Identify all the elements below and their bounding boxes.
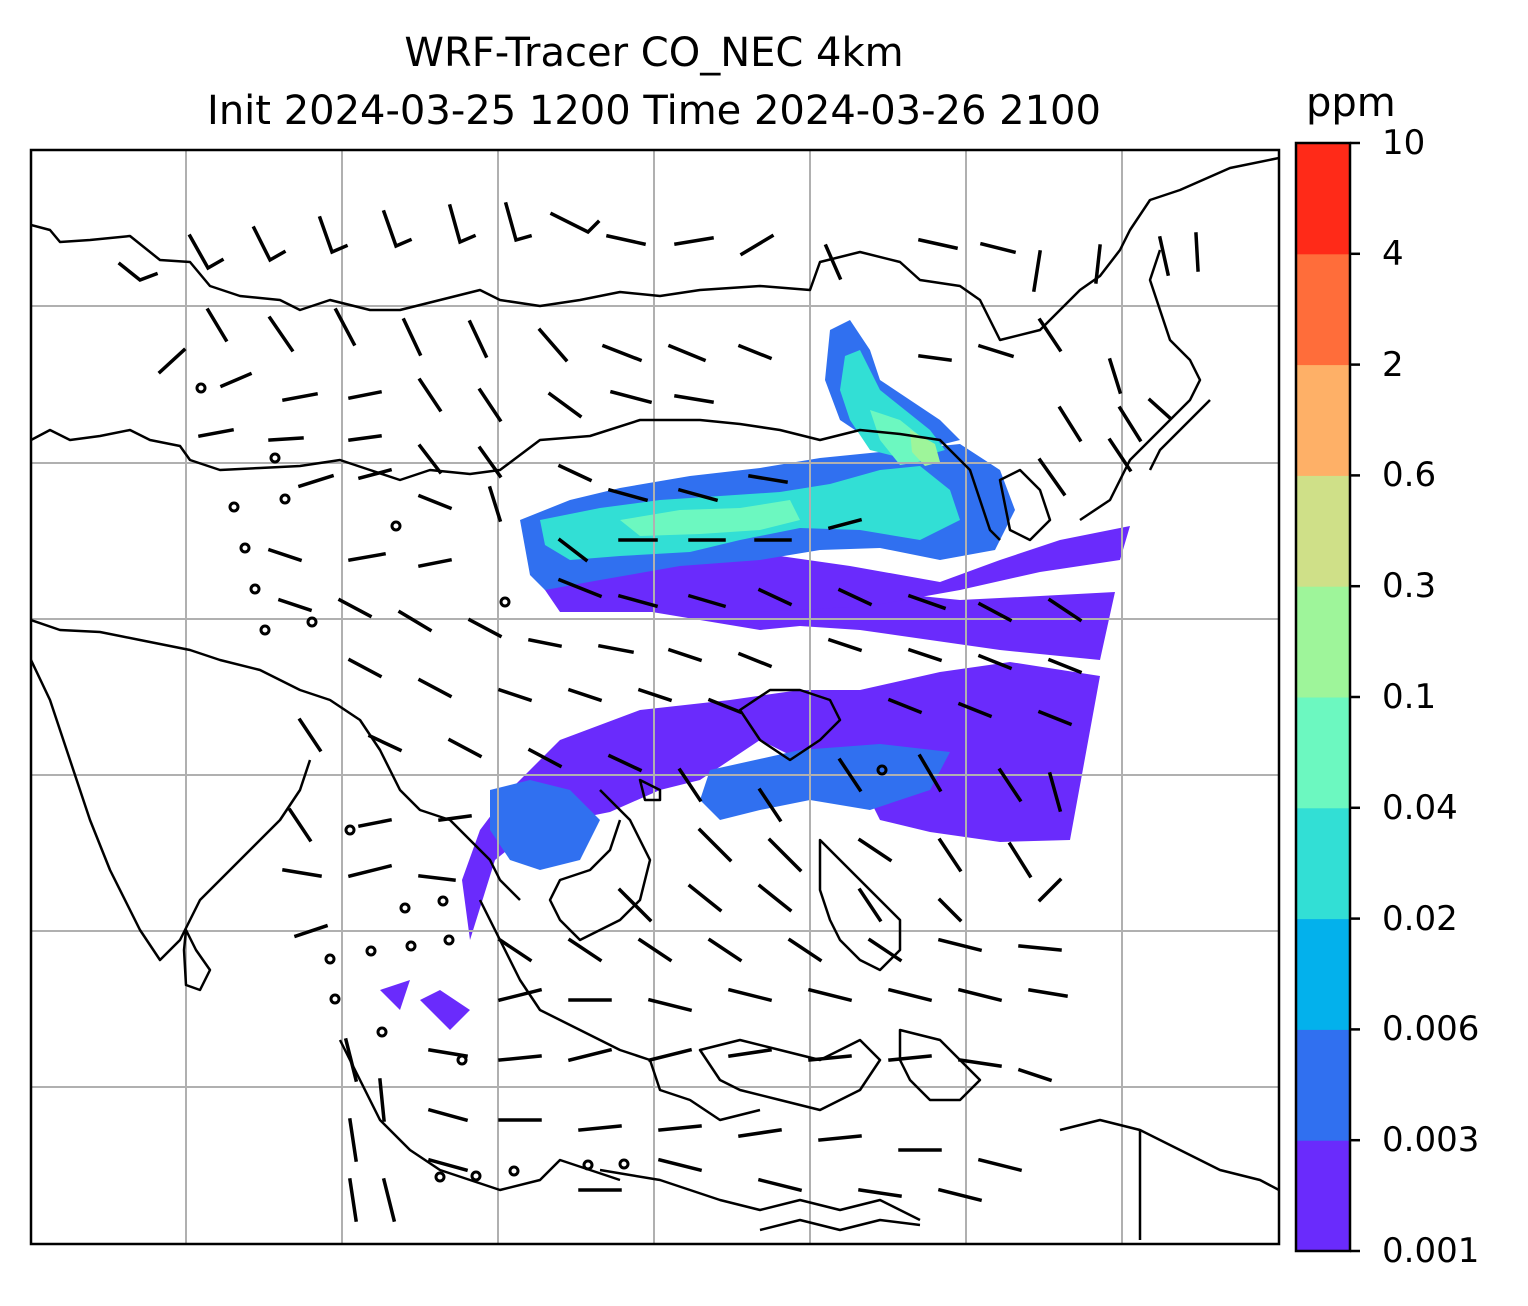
colorbar-tick-label: 0.1 (1382, 677, 1437, 717)
colorbar-tick-label: 10 (1382, 123, 1426, 163)
map-gridlines (31, 150, 1279, 1244)
colorbar-segment (1296, 586, 1350, 698)
colorbar-segment (1296, 475, 1350, 587)
colorbar-tick-label: 0.04 (1382, 787, 1458, 828)
colorbar-segment (1296, 918, 1350, 1030)
colorbar-tick-label: 0.3 (1382, 566, 1437, 607)
colorbar-tick-label: 2 (1382, 344, 1404, 385)
colorbar-segment (1296, 1029, 1350, 1141)
map-frame (29, 148, 1281, 1246)
wind-barbs (117, 201, 1200, 1223)
colorbar-tick-label: 0.02 (1382, 898, 1458, 939)
colorbar-segment (1296, 143, 1350, 255)
colorbar-tick-label: 0.6 (1382, 455, 1437, 496)
colorbar-segment (1296, 807, 1350, 920)
tracer-field (380, 320, 1130, 1030)
chart-title-line-2: Init 2024-03-25 1200 Time 2024-03-26 210… (207, 88, 1101, 134)
colorbar-tick-label: 4 (1382, 233, 1404, 274)
colorbar-segment (1296, 1140, 1350, 1252)
colorbar-tick-label: 0.006 (1382, 1009, 1480, 1050)
colorbar-segment (1296, 364, 1350, 476)
coastlines (31, 156, 1279, 1240)
colorbar-tick-label: 0.001 (1382, 1231, 1480, 1271)
colorbar-segment (1296, 697, 1350, 809)
calm-wind-markers (195, 382, 888, 1183)
chart-title-line-1: WRF-Tracer CO_NEC 4km (404, 30, 904, 76)
colorbar-unit-label: ppm (1306, 80, 1396, 126)
colorbar-segment (1296, 253, 1350, 366)
colorbar-tick-label: 0.003 (1382, 1120, 1480, 1161)
colorbar (1294, 141, 1360, 1253)
